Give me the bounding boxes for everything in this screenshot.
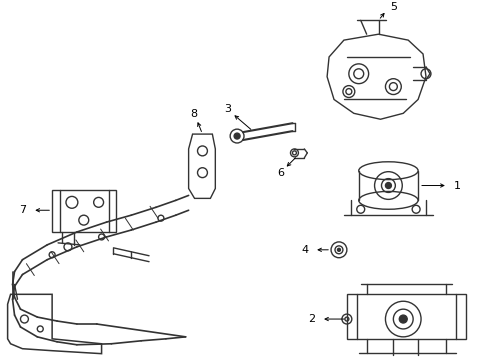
Text: 6: 6 xyxy=(277,168,284,178)
Text: 2: 2 xyxy=(308,314,315,324)
Circle shape xyxy=(399,315,407,323)
Text: 7: 7 xyxy=(19,205,26,215)
Circle shape xyxy=(338,248,341,251)
Text: 3: 3 xyxy=(225,104,232,114)
Text: 1: 1 xyxy=(454,180,461,190)
Text: 4: 4 xyxy=(301,245,308,255)
Text: 5: 5 xyxy=(391,3,397,13)
Circle shape xyxy=(386,183,392,189)
Circle shape xyxy=(234,133,240,139)
Text: 8: 8 xyxy=(190,109,197,119)
